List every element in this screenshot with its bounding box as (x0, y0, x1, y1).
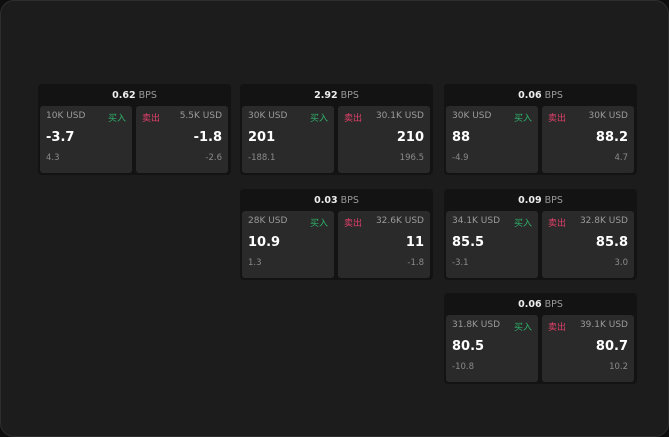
sell-change: -2.6 (205, 153, 222, 163)
sell-size: 32.6K USD (375, 216, 424, 226)
quote-widget: 0.06 BPS 31.8K USD 买入 80.5 -10.8 卖出 39.1K US… (444, 293, 637, 384)
buy-change: 4.3 (46, 153, 60, 163)
sell-label: 卖出 (344, 114, 363, 124)
spread-unit: BPS (138, 89, 157, 101)
buy-size: 34.1K USD (452, 216, 501, 226)
sell-button[interactable]: 卖出 32.6K USD 11 -1.8 (338, 211, 430, 278)
spread-value: 0.06 (518, 298, 542, 310)
buy-button[interactable]: 34.1K USD 买入 85.5 -3.1 (446, 211, 538, 278)
buy-button[interactable]: 28K USD 买入 10.9 1.3 (242, 211, 334, 278)
buy-button[interactable]: 30K USD 买入 201 -188.1 (242, 106, 334, 173)
sell-label: 卖出 (142, 114, 161, 124)
quote-widget: 0.03 BPS 28K USD 买入 10.9 1.3 卖出 32.6K USD 11… (240, 189, 433, 280)
sell-price: 88.2 (595, 130, 628, 145)
buy-label: 买入 (513, 114, 532, 124)
buy-label: 买入 (309, 114, 328, 124)
buy-size: 30K USD (248, 111, 288, 121)
spread-header: 2.92 BPS (240, 84, 433, 106)
spread-header: 0.62 BPS (38, 84, 231, 106)
buy-change: -3.1 (452, 258, 469, 268)
spread-value: 0.03 (314, 194, 338, 206)
sell-button[interactable]: 卖出 32.8K USD 85.8 3.0 (542, 211, 634, 278)
spread-unit: BPS (544, 89, 563, 101)
sell-size: 30.1K USD (375, 111, 424, 121)
spread-unit: BPS (340, 194, 359, 206)
sell-label: 卖出 (344, 219, 363, 229)
sell-button[interactable]: 卖出 30K USD 88.2 4.7 (542, 106, 634, 173)
spread-value: 2.92 (314, 89, 338, 101)
sell-size: 5.5K USD (179, 111, 222, 121)
quote-widget: 0.09 BPS 34.1K USD 买入 85.5 -3.1 卖出 32.8K USD… (444, 189, 637, 280)
sell-button[interactable]: 卖出 5.5K USD -1.8 -2.6 (136, 106, 228, 173)
buy-price: 201 (248, 130, 276, 145)
sell-size: 39.1K USD (579, 320, 628, 330)
buy-price: 10.9 (248, 235, 281, 250)
sell-change: 196.5 (399, 153, 424, 163)
spread-value: 0.06 (518, 89, 542, 101)
buy-size: 10K USD (46, 111, 86, 121)
buy-label: 买入 (107, 114, 126, 124)
sell-change: 10.2 (609, 362, 628, 372)
buy-price: 85.5 (452, 235, 485, 250)
buy-label: 买入 (309, 219, 328, 229)
sell-price: 80.7 (595, 339, 628, 354)
spread-unit: BPS (340, 89, 359, 101)
spread-header: 0.06 BPS (444, 84, 637, 106)
buy-button[interactable]: 10K USD 买入 -3.7 4.3 (40, 106, 132, 173)
spread-unit: BPS (544, 298, 563, 310)
buy-price: 88 (452, 130, 471, 145)
sell-change: -1.8 (407, 258, 424, 268)
buy-price: 80.5 (452, 339, 485, 354)
sell-size: 32.8K USD (579, 216, 628, 226)
buy-change: -188.1 (248, 153, 276, 163)
sell-label: 卖出 (548, 114, 567, 124)
spread-header: 0.03 BPS (240, 189, 433, 211)
sell-button[interactable]: 卖出 39.1K USD 80.7 10.2 (542, 315, 634, 382)
sell-price: -1.8 (193, 130, 222, 145)
sell-label: 卖出 (548, 323, 567, 333)
quote-widget: 2.92 BPS 30K USD 买入 201 -188.1 卖出 30.1K USD … (240, 84, 433, 175)
sell-price: 85.8 (595, 235, 628, 250)
sell-button[interactable]: 卖出 30.1K USD 210 196.5 (338, 106, 430, 173)
buy-size: 31.8K USD (452, 320, 501, 330)
spread-value: 0.62 (112, 89, 136, 101)
sell-price: 210 (396, 130, 424, 145)
spread-value: 0.09 (518, 194, 542, 206)
sell-size: 30K USD (588, 111, 628, 121)
buy-size: 30K USD (452, 111, 492, 121)
sell-label: 卖出 (548, 219, 567, 229)
buy-size: 28K USD (248, 216, 288, 226)
spread-header: 0.06 BPS (444, 293, 637, 315)
quote-widget: 0.62 BPS 10K USD 买入 -3.7 4.3 卖出 5.5K USD -1.… (38, 84, 231, 175)
quote-widget: 0.06 BPS 30K USD 买入 88 -4.9 卖出 30K USD 88.2 4… (444, 84, 637, 175)
spread-unit: BPS (544, 194, 563, 206)
buy-label: 买入 (513, 323, 532, 333)
buy-button[interactable]: 30K USD 买入 88 -4.9 (446, 106, 538, 173)
sell-price: 11 (405, 235, 424, 250)
buy-change: -10.8 (452, 362, 474, 372)
buy-button[interactable]: 31.8K USD 买入 80.5 -10.8 (446, 315, 538, 382)
sell-change: 3.0 (614, 258, 628, 268)
buy-change: -4.9 (452, 153, 469, 163)
sell-change: 4.7 (614, 153, 628, 163)
spread-header: 0.09 BPS (444, 189, 637, 211)
buy-label: 买入 (513, 219, 532, 229)
buy-price: -3.7 (46, 130, 75, 145)
buy-change: 1.3 (248, 258, 262, 268)
